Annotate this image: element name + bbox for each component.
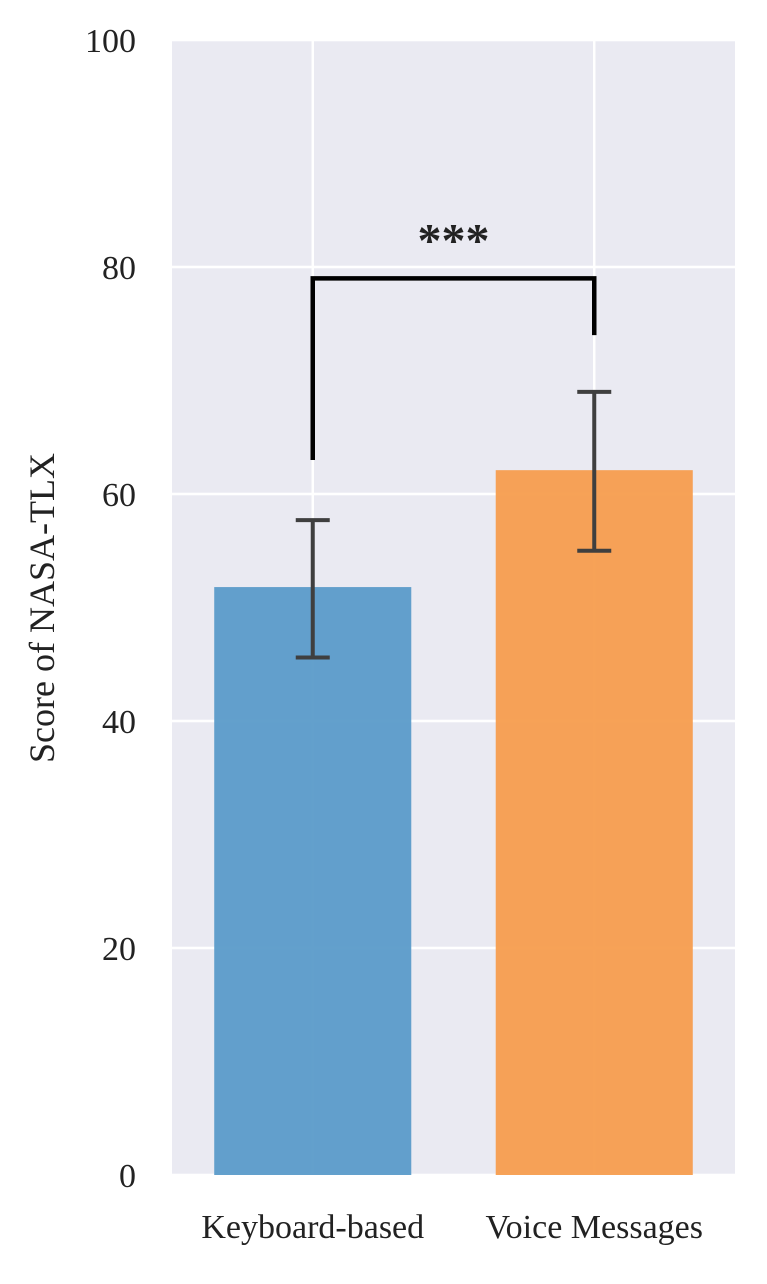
x-tick-label-1: Voice Messages [486,1209,704,1246]
error-bar-0 [295,518,330,660]
y-tick-label-40: 40 [102,704,136,741]
y-tick-label-80: 80 [102,250,136,287]
significance-label: *** [418,214,490,267]
y-tick-label-20: 20 [102,931,136,968]
error-bar-1 [577,389,612,553]
bar-voice-messages [495,470,693,1175]
error-bars [295,389,612,660]
significance-bracket-line [310,276,597,460]
y-tick-label-60: 60 [102,477,136,514]
y-tick-label-0: 0 [119,1158,136,1195]
y-axis-label: Score of NASA-TLX [22,453,62,763]
y-tick-label-100: 100 [85,23,136,60]
y-axis-ticks: 0 20 40 60 80 100 [85,23,136,1195]
x-axis-ticks: Keyboard-based Voice Messages [201,1209,703,1246]
x-tick-label-0: Keyboard-based [201,1209,424,1246]
bars [214,470,693,1175]
significance-bracket [310,276,597,460]
bar-keyboard-based [214,587,412,1175]
